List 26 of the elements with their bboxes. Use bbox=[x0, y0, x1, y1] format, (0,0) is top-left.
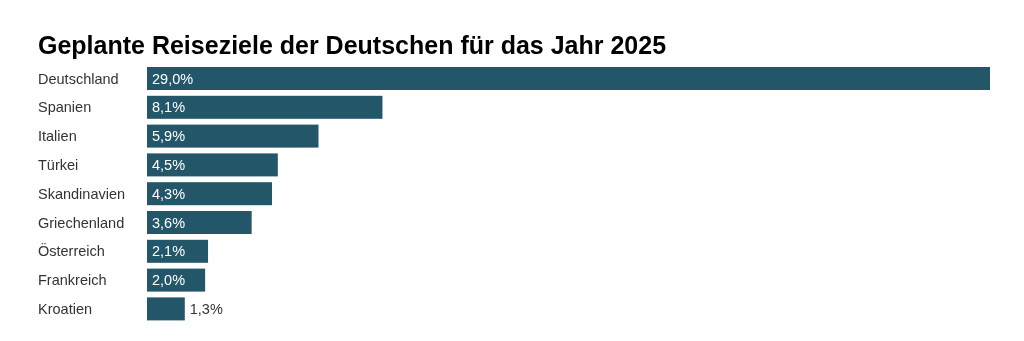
bar bbox=[147, 153, 278, 177]
bar bbox=[147, 67, 990, 90]
y-tick-label: Spanien bbox=[38, 99, 92, 116]
data-label: 8,1% bbox=[152, 99, 186, 116]
data-label: 1,3% bbox=[189, 300, 223, 317]
bar bbox=[147, 211, 252, 234]
data-label: 4,3% bbox=[152, 185, 186, 202]
y-tick-label: Kroatien bbox=[38, 300, 93, 317]
chart-title: Geplante Reiseziele der Deutschen für das Jahr 2025 bbox=[38, 31, 667, 59]
data-label: 4,5% bbox=[152, 156, 186, 173]
data-label: 2,1% bbox=[152, 243, 186, 260]
y-tick-label: Italien bbox=[38, 128, 77, 145]
data-label: 29,0% bbox=[152, 70, 194, 87]
bar bbox=[147, 95, 383, 119]
y-tick-label: Skandinavien bbox=[38, 185, 126, 202]
bar bbox=[147, 297, 185, 321]
y-tick-label: Griechenland bbox=[38, 214, 125, 231]
data-label: 3,6% bbox=[152, 214, 186, 231]
y-tick-label: Österreich bbox=[38, 242, 105, 260]
bar bbox=[147, 182, 272, 206]
bar bbox=[147, 124, 319, 148]
y-tick-label: Deutschland bbox=[38, 70, 119, 87]
data-label: 2,0% bbox=[152, 272, 186, 289]
y-tick-label: Frankreich bbox=[38, 272, 107, 289]
data-label: 5,9% bbox=[152, 128, 186, 145]
y-tick-label: Türkei bbox=[38, 156, 79, 173]
